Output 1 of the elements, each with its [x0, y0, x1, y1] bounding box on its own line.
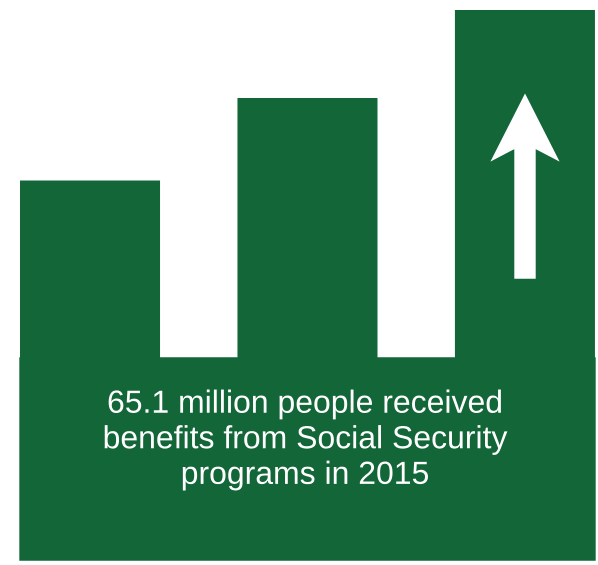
annotation: 65.1 million people received benefits from Social Security programs in 2015: [104, 390, 508, 490]
